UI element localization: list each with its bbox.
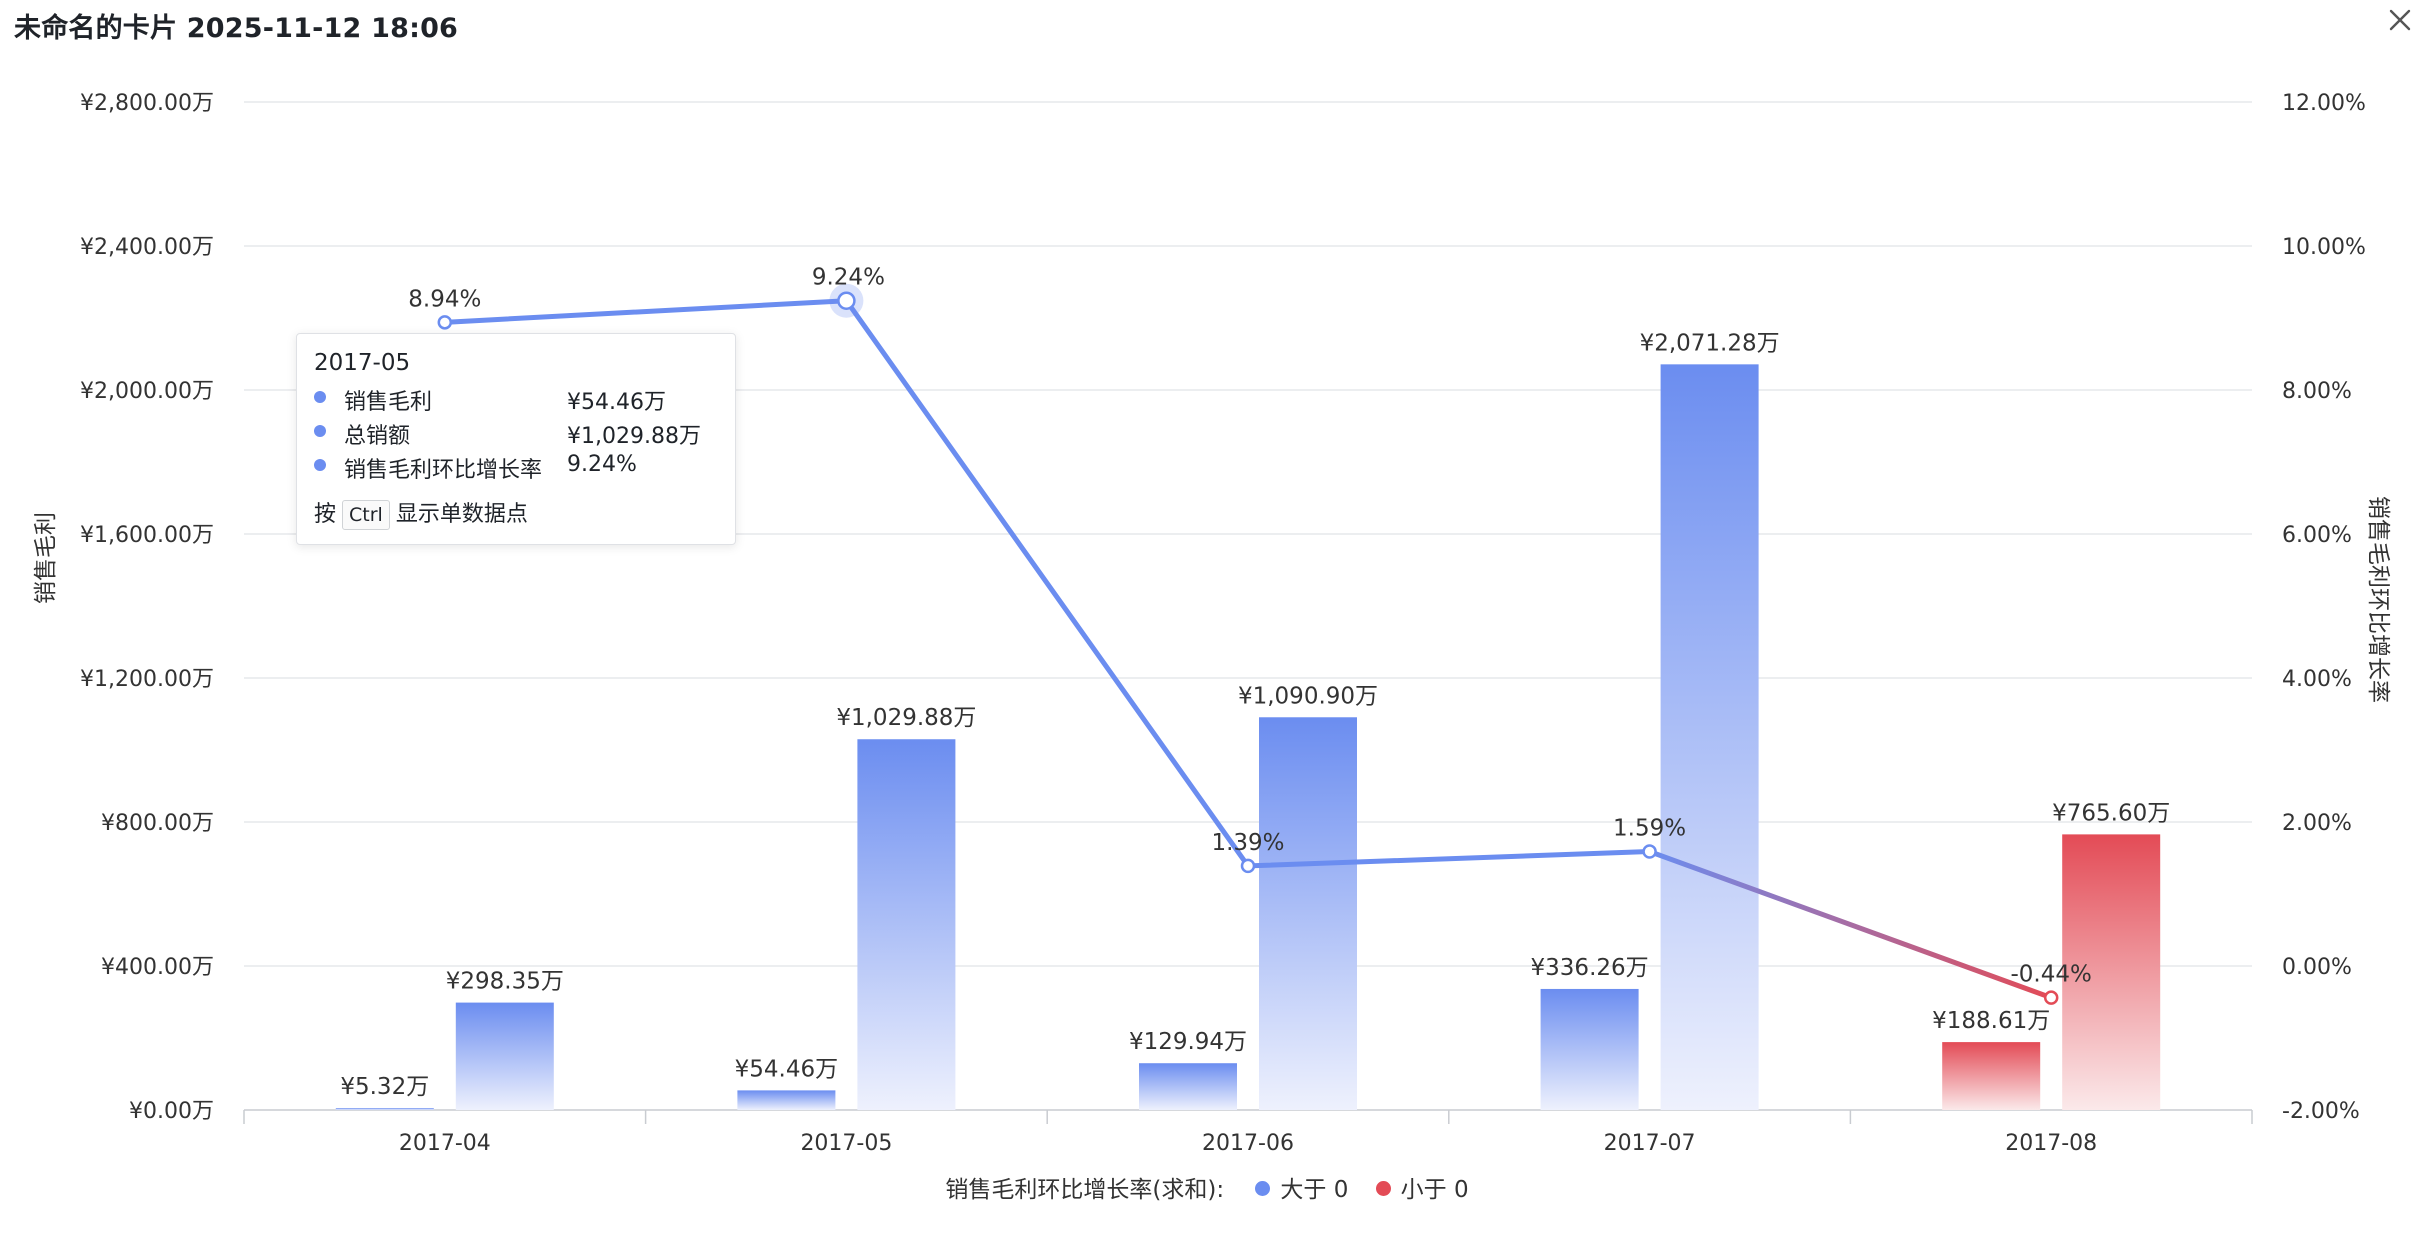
tooltip-series-dot — [314, 425, 326, 437]
line-data-label: 9.24% — [812, 265, 885, 291]
legend-dot-icon — [1375, 1181, 1391, 1196]
y-right-tick-label: 4.00% — [2282, 667, 2352, 692]
legend-title: 销售毛利环比增长率(求和): — [945, 1177, 1225, 1203]
x-tick-label: 2017-06 — [1202, 1131, 1294, 1156]
close-icon — [2389, 9, 2411, 31]
bar — [1942, 1042, 2041, 1110]
chart-tooltip: 2017-05 销售毛利 ¥54.46万 总销额 ¥1,029.88万 销售毛利… — [296, 333, 736, 545]
bar — [857, 739, 956, 1110]
close-button[interactable] — [2384, 4, 2416, 36]
line-segment — [1647, 849, 2054, 1001]
line-data-label: 8.94% — [408, 286, 481, 312]
y-left-tick-label: ¥2,000.00万 — [80, 379, 214, 404]
chart-legend: 销售毛利环比增长率(求和): 大于 0 小于 0 — [0, 1170, 2424, 1204]
bar-data-label: ¥188.61万 — [1932, 1008, 2050, 1034]
tooltip-series-name: 销售毛利 — [344, 390, 433, 415]
y-right-tick-label: 10.00% — [2282, 235, 2366, 260]
tooltip-series-value: ¥1,029.88万 — [567, 424, 701, 449]
bar-data-label: ¥5.32万 — [340, 1074, 429, 1100]
y-right-tick-label: 2.00% — [2282, 811, 2352, 836]
bar-data-label: ¥765.60万 — [2052, 800, 2170, 826]
tooltip-series-name: 总销额 — [344, 424, 411, 449]
line-point — [1642, 844, 1657, 859]
bar-data-label: ¥2,071.28万 — [1640, 330, 1780, 356]
bar — [335, 1108, 434, 1110]
ctrl-key-badge: Ctrl — [342, 500, 390, 530]
tooltip-series-value: 9.24% — [567, 452, 637, 477]
line-point — [1240, 858, 1256, 874]
legend-dot-icon — [1255, 1181, 1271, 1196]
bar-data-label: ¥1,090.90万 — [1238, 683, 1378, 709]
y-left-tick-label: ¥2,800.00万 — [80, 91, 214, 116]
tooltip-row: 销售毛利 ¥54.46万 — [314, 382, 734, 415]
line-point — [437, 315, 453, 330]
bar — [1660, 364, 1759, 1110]
legend-item-negative[interactable]: 小于 0 — [1375, 1170, 1469, 1204]
y-left-tick-label: ¥0.00万 — [129, 1099, 214, 1124]
bar — [455, 1002, 554, 1110]
bar-data-label: ¥54.46万 — [735, 1056, 838, 1082]
legend-item-label: 大于 0 — [1280, 1177, 1349, 1203]
y-axis-right-title: 销售毛利环比增长率 — [2365, 496, 2391, 703]
x-tick-label: 2017-05 — [800, 1131, 892, 1156]
line-segment — [843, 298, 1251, 869]
bar-data-label: ¥129.94万 — [1129, 1029, 1247, 1055]
line-segment — [1245, 849, 1653, 869]
tooltip-series-name: 销售毛利环比增长率 — [344, 458, 543, 483]
tooltip-series-value: ¥54.46万 — [567, 390, 666, 415]
line-data-label: -0.44% — [2011, 962, 2092, 988]
card-title: 未命名的卡片 2025-11-12 18:06 — [14, 13, 459, 44]
tooltip-header: 2017-05 — [314, 350, 411, 376]
bar-data-label: ¥1,029.88万 — [836, 705, 976, 731]
y-right-tick-label: 0.00% — [2282, 955, 2352, 980]
x-tick-label: 2017-08 — [2005, 1131, 2097, 1156]
tooltip-row: 销售毛利环比增长率 9.24% — [314, 450, 734, 483]
tooltip-series-dot — [314, 459, 326, 471]
card-titlebar: 未命名的卡片 2025-11-12 18:06 — [0, 0, 2424, 56]
bar — [1540, 988, 1639, 1110]
tooltip-hint-suffix: 显示单数据点 — [395, 502, 528, 527]
y-left-tick-label: ¥2,400.00万 — [80, 235, 214, 260]
line-data-label: 1.39% — [1211, 830, 1284, 856]
y-left-tick-label: ¥800.00万 — [101, 811, 214, 836]
bar-data-label: ¥336.26万 — [1531, 955, 1649, 981]
y-right-tick-label: 12.00% — [2282, 91, 2366, 116]
line-point — [2043, 990, 2059, 1005]
legend-item-label: 小于 0 — [1400, 1177, 1469, 1203]
tooltip-series-dot — [314, 391, 326, 403]
y-right-tick-label: 8.00% — [2282, 379, 2352, 404]
y-left-tick-label: ¥1,600.00万 — [80, 523, 214, 548]
bar — [2062, 834, 2161, 1110]
y-right-tick-label: -2.00% — [2282, 1099, 2360, 1124]
bar — [1139, 1063, 1237, 1110]
x-tick-label: 2017-07 — [1604, 1131, 1696, 1156]
tooltip-hint-prefix: 按 — [314, 502, 337, 527]
tooltip-hint: 按 Ctrl 显示单数据点 — [314, 496, 528, 530]
legend-item-positive[interactable]: 大于 0 — [1255, 1170, 1348, 1204]
x-tick-label: 2017-04 — [399, 1131, 491, 1156]
line-data-label: 1.59% — [1613, 816, 1686, 842]
line-point — [837, 291, 856, 310]
y-left-tick-label: ¥400.00万 — [101, 955, 214, 980]
bar — [737, 1090, 836, 1110]
y-left-tick-label: ¥1,200.00万 — [80, 667, 214, 692]
y-axis-left-title: 销售毛利 — [33, 512, 59, 604]
bar — [1259, 717, 1357, 1110]
tooltip-row: 总销额 ¥1,029.88万 — [314, 416, 734, 449]
line-segment — [442, 298, 849, 325]
y-right-tick-label: 6.00% — [2282, 523, 2352, 548]
bar-data-label: ¥298.35万 — [446, 969, 564, 995]
